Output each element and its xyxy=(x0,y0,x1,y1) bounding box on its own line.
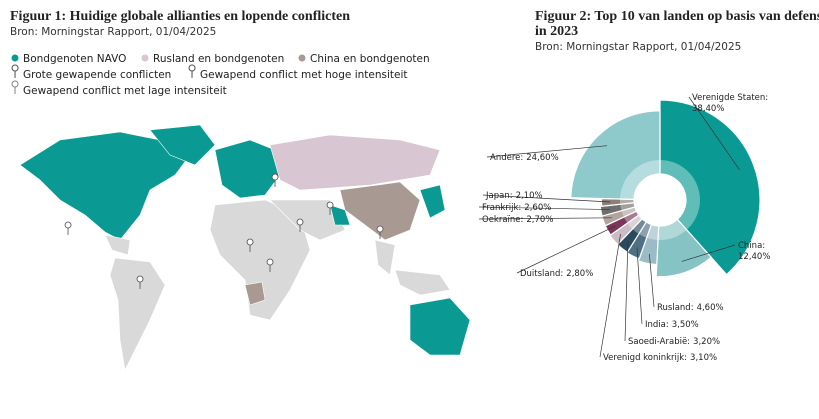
leader-line xyxy=(649,253,655,308)
category-label: Andere: xyxy=(490,153,523,163)
title-line: Figuur 2: Top 10 van landen op basis van… xyxy=(535,9,819,24)
leader-line xyxy=(636,247,643,325)
leader-line xyxy=(599,234,621,358)
title-line: in 2023 xyxy=(535,24,578,39)
value-label: 24,60% xyxy=(526,153,558,163)
legend-swatch xyxy=(298,54,306,62)
category-label: Duitsland: xyxy=(520,269,563,279)
data-label: Duitsland: 2,80% xyxy=(520,269,593,279)
value-label: 3,10% xyxy=(690,353,717,363)
chart-subtitle: Bron: Morningstar Rapport, 01/04/2025 xyxy=(535,41,741,53)
data-label: Saoedi-Arabië: 3,20% xyxy=(628,337,720,347)
value-label: 12,40% xyxy=(738,252,770,262)
data-label: Andere: 24,60% xyxy=(490,153,559,163)
chart-title: Figuur 2: Top 10 van landen op basis van… xyxy=(535,9,819,39)
data-label: Verenigde Staten: 38,40% xyxy=(692,93,768,114)
leader-line xyxy=(681,244,736,262)
leader-line xyxy=(482,194,611,203)
category-label: Rusland: xyxy=(657,303,694,313)
conflict-pins xyxy=(64,173,384,290)
legend-label: Grote gewapende conflicten xyxy=(23,69,171,81)
value-label: 2,70% xyxy=(526,215,553,225)
value-label: 2,10% xyxy=(516,191,543,201)
data-label: Verenigd koninkrijk: 3,10% xyxy=(603,353,717,363)
value-label: 3,50% xyxy=(672,320,699,330)
category-label: Verenigde Staten: xyxy=(692,93,768,103)
category-label: India: xyxy=(645,320,669,330)
legend-label: Gewapend conflict met lage intensiteit xyxy=(23,85,227,97)
leader-line xyxy=(486,145,608,158)
category-label: Frankrijk: xyxy=(482,203,521,213)
legend-label: Rusland en bondgenoten xyxy=(153,53,284,65)
leader-line xyxy=(478,206,610,210)
data-label: India: 3,50% xyxy=(645,320,699,330)
value-label: 3,20% xyxy=(693,337,720,347)
value-label: 4,60% xyxy=(697,303,724,313)
category-label: China: xyxy=(738,241,765,251)
center-hole xyxy=(634,174,686,226)
data-label: Oekraïne: 2,70% xyxy=(482,215,553,225)
value-label: 2,80% xyxy=(566,269,593,279)
legend-pin xyxy=(11,64,19,79)
category-label: Saoedi-Arabië: xyxy=(628,337,690,347)
legend-swatch xyxy=(141,54,149,62)
legend-label: China en bondgenoten xyxy=(310,53,430,65)
value-label: 38,40% xyxy=(692,104,724,114)
data-label: Rusland: 4,60% xyxy=(657,303,724,313)
leader-line xyxy=(624,241,629,342)
map-title: Figuur 1: Huidige globale allianties en … xyxy=(10,9,350,24)
legend-label: Gewapend conflict met hoge intensiteit xyxy=(200,69,408,81)
category-label: Oekraïne: xyxy=(482,215,523,225)
map-source: Bron: Morningstar Rapport, 01/04/2025 xyxy=(10,26,216,38)
leader-line xyxy=(688,96,740,170)
leader-line xyxy=(478,217,612,220)
leader-line xyxy=(516,225,616,274)
legend-swatch xyxy=(11,54,19,62)
value-label: 2,60% xyxy=(524,203,551,213)
legend-label: Bondgenoten NAVO xyxy=(23,53,126,65)
category-label: Japan: xyxy=(485,191,513,201)
world-map xyxy=(19,124,471,371)
category-label: Verenigd koninkrijk: xyxy=(603,353,687,363)
data-label: Frankrijk: 2,60% xyxy=(482,203,551,213)
data-label: China: 12,40% xyxy=(738,241,770,262)
data-label: Japan: 2,10% xyxy=(485,191,543,201)
map-legend: Bondgenoten NAVO Rusland en bondgenoten … xyxy=(11,53,430,97)
legend-pin xyxy=(11,80,19,95)
legend-pin xyxy=(188,64,196,79)
